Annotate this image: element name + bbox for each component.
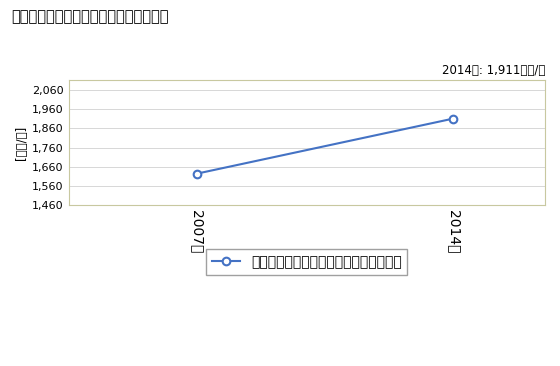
商業の従業者一人当たり年間商品販売額: [194, 171, 200, 176]
Line: 商業の従業者一人当たり年間商品販売額: 商業の従業者一人当たり年間商品販売額: [193, 115, 457, 178]
Text: 2014年: 1,911万円/人: 2014年: 1,911万円/人: [442, 64, 545, 76]
Text: 商業の従業者一人当たり年間商品販売額: 商業の従業者一人当たり年間商品販売額: [11, 9, 169, 24]
商業の従業者一人当たり年間商品販売額: [450, 116, 457, 121]
Y-axis label: [万円/人]: [万円/人]: [15, 126, 28, 160]
Legend: 商業の従業者一人当たり年間商品販売額: 商業の従業者一人当たり年間商品販売額: [207, 250, 407, 274]
